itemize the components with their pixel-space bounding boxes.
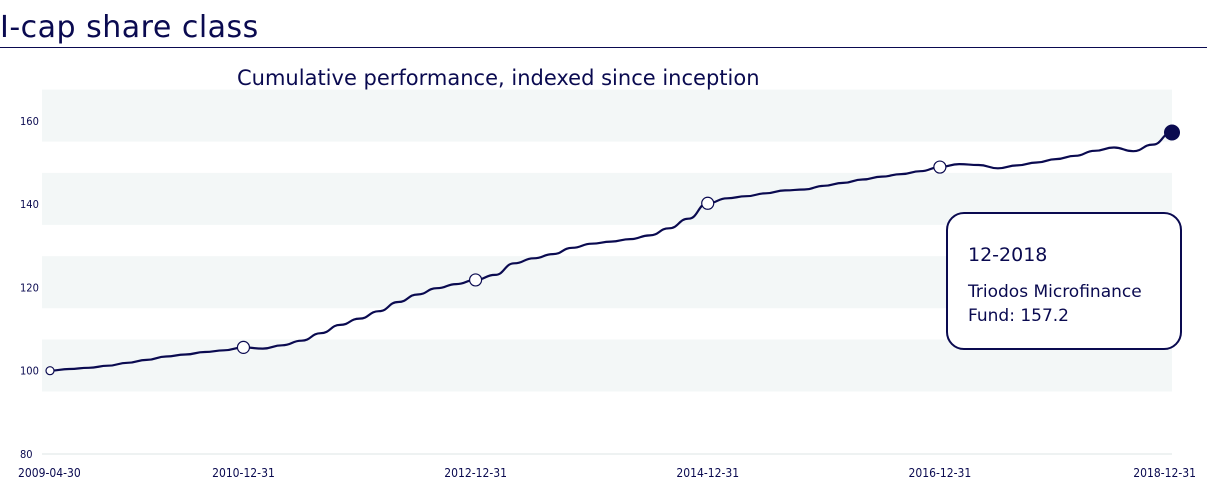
y-tick-label: 140	[20, 198, 39, 211]
tooltip-value: Triodos Microfinance Fund: 157.2	[968, 282, 1142, 326]
page-title: I-cap share class	[0, 10, 259, 45]
data-point-marker	[701, 196, 715, 210]
grid-band	[42, 89, 1172, 142]
x-tick-label: 2018-12-31	[1133, 466, 1196, 480]
data-point-marker	[236, 340, 251, 354]
y-tick-label: 80	[20, 448, 33, 461]
highlighted-point	[1164, 124, 1180, 141]
x-tick-label: 2009-04-30	[18, 466, 81, 480]
x-tick-label: 2010-12-31	[212, 466, 275, 480]
chart-tooltip: 12-2018 Triodos Microfinance Fund: 157.2	[946, 212, 1182, 350]
title-divider	[0, 47, 1207, 48]
data-point-marker	[45, 366, 55, 376]
data-point-marker	[468, 273, 483, 287]
chart-title: Cumulative performance, indexed since in…	[237, 66, 760, 90]
y-tick-label: 100	[20, 365, 39, 378]
x-tick-label: 2014-12-31	[676, 466, 739, 480]
data-point-marker	[933, 160, 947, 174]
tooltip-date: 12-2018	[968, 244, 1048, 266]
x-tick-label: 2016-12-31	[908, 466, 971, 480]
y-tick-label: 160	[20, 115, 39, 128]
y-tick-label: 120	[20, 281, 39, 294]
x-tick-label: 2012-12-31	[444, 466, 507, 480]
